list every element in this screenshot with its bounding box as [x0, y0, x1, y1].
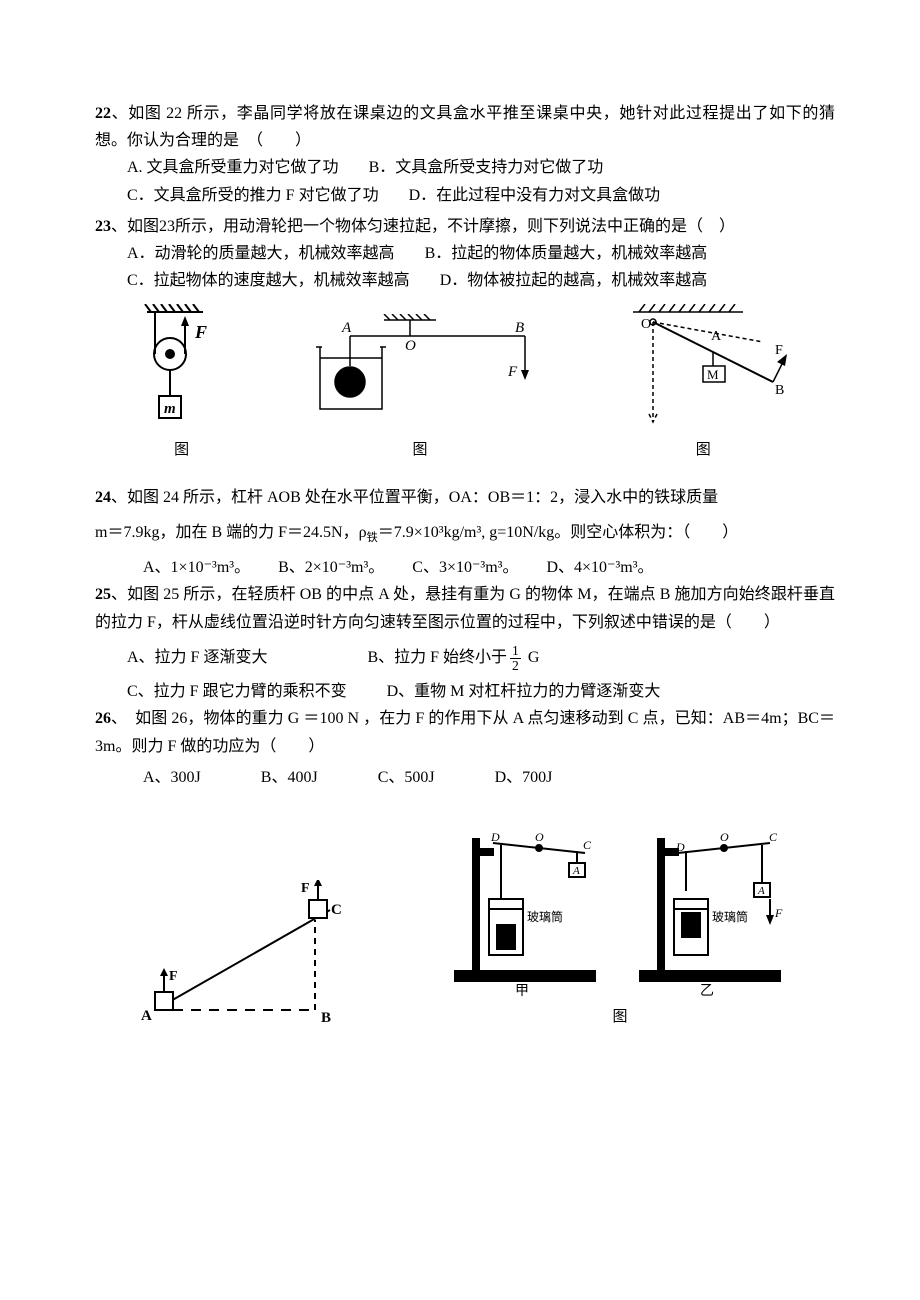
q25-optD: D、重物 M 对杠杆拉力的力臂逐渐变大 — [387, 678, 661, 705]
q23-optC: C．拉起物体的速度越大，机械效率越高 — [127, 267, 410, 294]
q25-optC: C、拉力 F 跟它力臂的乘积不变 — [127, 678, 347, 705]
q23-text: 、如图23所示，用动滑轮把一个物体匀速拉起，不计摩擦，则下列说法中正确的是（ ） — [111, 218, 735, 235]
question-26: 26、 如图 26，物体的重力 G ＝100 N ，在力 F 的作用下从 A 点… — [95, 705, 835, 759]
question-25: 25、如图 25 所示，在轻质杆 OB 的中点 A 处，悬挂有重为 G 的物体 … — [95, 581, 835, 635]
q26-optD: D、700J — [495, 764, 553, 791]
fig27R-C: C — [769, 830, 778, 844]
question-24b: m＝7.9kg，加在 B 端的力 F＝24.5N，ρ铁＝7.9×10³kg/m³… — [95, 519, 835, 546]
fig24-A: A — [341, 320, 352, 336]
q23-options: A．动滑轮的质量越大，机械效率越高 B．拉起的物体质量越大，机械效率越高 C．拉… — [95, 240, 835, 294]
fig25-O: O — [641, 317, 651, 332]
figure-27-svg: D O C A 玻璃筒 甲 — [445, 821, 795, 1001]
figures-row-1: F m 图 — [95, 304, 835, 464]
fig27L-jar: 玻璃筒 — [527, 909, 563, 924]
fig25-B: B — [775, 383, 784, 398]
figure-26: A B C F F — [135, 880, 365, 1030]
q25-optB-post: G — [524, 649, 540, 666]
q24-optB: B、2×10⁻³m³。 — [278, 554, 384, 581]
fig27R-A: A — [757, 885, 765, 897]
q23-optA: A．动滑轮的质量越大，机械效率越高 — [127, 240, 395, 267]
q25-options: A、拉力 F 逐渐变大 B、拉力 F 始终小于12 G C、拉力 F 跟它力臂的… — [95, 644, 835, 706]
q26-text: 、 如图 26，物体的重力 G ＝100 N ，在力 F 的作用下从 A 点匀速… — [95, 710, 835, 754]
q24-options: A、1×10⁻³m³。 B、2×10⁻³m³。 C、3×10⁻³m³。 D、4×… — [95, 554, 835, 581]
fig24-O: O — [405, 338, 416, 354]
q22-optD: D．在此过程中没有力对文具盒做功 — [409, 182, 661, 209]
q26-optB: B、400J — [261, 764, 318, 791]
q26-number: 26 — [95, 710, 111, 727]
question-24: 24、如图 24 所示，杠杆 AOB 处在水平位置平衡，OA：OB＝1：2，浸入… — [95, 484, 835, 511]
fig27L-O: O — [535, 830, 544, 844]
fig27R-F: F — [774, 906, 783, 920]
q24-text-c: ＝7.9×10³kg/m³, g=10N/kg。则空心体积为：（ ） — [378, 524, 739, 541]
q24-sub: 铁 — [367, 532, 378, 544]
fig27R-cap: 乙 — [700, 983, 714, 999]
fig23-m-label: m — [164, 401, 176, 417]
figure-23-label: 图 — [137, 438, 227, 464]
fig26-F1: F — [169, 969, 178, 984]
fig24-B: B — [515, 320, 524, 336]
q26-optC: C、500J — [378, 764, 435, 791]
fig27R-D: D — [675, 840, 685, 854]
figure-25-svg: O A B F M — [613, 304, 793, 434]
q26-optA: A、300J — [143, 764, 201, 791]
fig27R-O: O — [720, 830, 729, 844]
q25-number: 25 — [95, 586, 111, 603]
question-23: 23、如图23所示，用动滑轮把一个物体匀速拉起，不计摩擦，则下列说法中正确的是（… — [95, 213, 835, 295]
fig26-A: A — [141, 1008, 152, 1024]
q24-number: 24 — [95, 489, 111, 506]
fig23-F-label: F — [194, 322, 207, 342]
fig27L-C: C — [583, 838, 592, 852]
question-22: 22、如图 22 所示，李晶同学将放在课桌边的文具盒水平推至课桌中央，她针对此过… — [95, 100, 835, 209]
figure-24-svg: A O B F — [310, 314, 530, 434]
figure-23: F m 图 — [137, 304, 227, 464]
figure-23-svg: F m — [137, 304, 227, 434]
fig25-A: A — [711, 329, 722, 344]
figure-24-label: 图 — [310, 438, 530, 464]
q22-optA: A. 文具盒所受重力对它做了功 — [127, 154, 339, 181]
q24-text-b: m＝7.9kg，加在 B 端的力 F＝24.5N，ρ — [95, 524, 367, 541]
q23-optD: D．物体被拉起的越高，机械效率越高 — [440, 267, 708, 294]
q23-number: 23 — [95, 218, 111, 235]
q25-optB: B、拉力 F 始终小于12 G — [367, 644, 539, 672]
q22-options: A. 文具盒所受重力对它做了功 B．文具盒所受支持力对它做了功 C．文具盒所受的… — [95, 154, 835, 208]
fig25-M: M — [707, 367, 719, 382]
fig27L-D: D — [490, 830, 500, 844]
q26-options: A、300J B、400J C、500J D、700J — [95, 764, 835, 791]
figure-24: A O B F 图 — [310, 314, 530, 464]
q24-text-a: 、如图 24 所示，杠杆 AOB 处在水平位置平衡，OA：OB＝1：2，浸入水中… — [111, 489, 718, 506]
q22-number: 22 — [95, 105, 111, 122]
fig26-C: C — [331, 902, 342, 918]
figures-row-2: A B C F F — [95, 821, 835, 1031]
q23-optB: B．拉起的物体质量越大，机械效率越高 — [425, 240, 708, 267]
figure-25-label: 图 — [613, 438, 793, 464]
fig27R-jar: 玻璃筒 — [712, 909, 748, 924]
q24-optA: A、1×10⁻³m³。 — [143, 554, 250, 581]
fig26-B: B — [321, 1010, 331, 1026]
figure-27: D O C A 玻璃筒 甲 — [445, 821, 795, 1031]
q24-optD: D、4×10⁻³m³。 — [546, 554, 653, 581]
fig27L-cap: 甲 — [515, 984, 529, 999]
q22-text: 、如图 22 所示，李晶同学将放在课桌边的文具盒水平推至课桌中央，她针对此过程提… — [95, 105, 835, 149]
fig26-F2: F — [301, 881, 310, 896]
q25-optB-pre: B、拉力 F 始终小于 — [367, 649, 507, 666]
page: 22、如图 22 所示，李晶同学将放在课桌边的文具盒水平推至课桌中央，她针对此过… — [0, 0, 920, 1090]
q22-optB: B．文具盒所受支持力对它做了功 — [369, 154, 604, 181]
figure-25: O A B F M 图 — [613, 304, 793, 464]
q25-optA: A、拉力 F 逐渐变大 — [127, 644, 267, 672]
q22-optC: C．文具盒所受的推力 F 对它做了功 — [127, 182, 379, 209]
fig24-F: F — [507, 364, 518, 380]
q25-text: 、如图 25 所示，在轻质杆 OB 的中点 A 处，悬挂有重为 G 的物体 M，… — [95, 586, 835, 630]
fraction-icon: 12 — [510, 644, 521, 672]
fig25-F: F — [775, 343, 783, 358]
fig27L-A: A — [572, 865, 580, 877]
q24-optC: C、3×10⁻³m³。 — [412, 554, 518, 581]
figure-27-label: 图 — [445, 1005, 795, 1031]
figure-26-svg: A B C F F — [135, 880, 365, 1030]
